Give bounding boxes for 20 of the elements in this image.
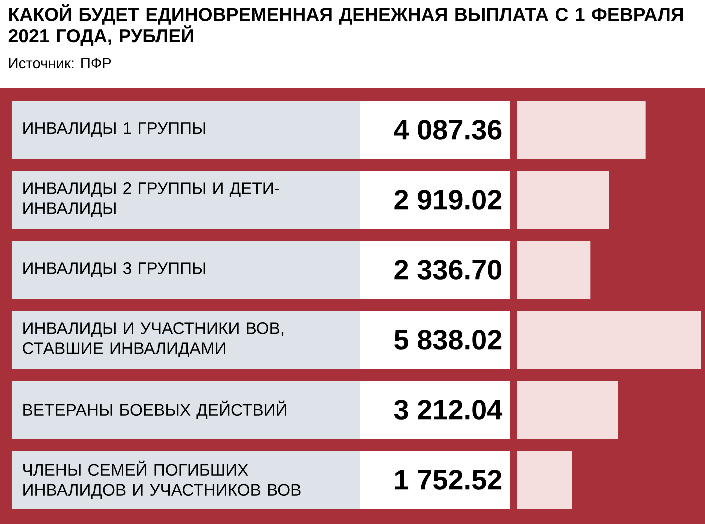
text: Источник: ПФР xyxy=(9,58,112,69)
bar xyxy=(517,311,702,370)
y-tick-label: ИНВАЛИДЫ 3 ГРУППЫ xyxy=(24,262,206,278)
y-tick-label: ЧЛЕНЫ СЕМЕЙ ПОГИБШИХ ИНВАЛИДОВ И УЧАСТНИКОВ ВОВ xyxy=(24,460,301,500)
y-tick-label: ИНВАЛИДЫ И УЧАСТНИКИ ВОВ, СТАВШИЕ ИНВАЛИДАМИ xyxy=(23,322,284,358)
data-label: 5 838.02 xyxy=(394,330,502,350)
data-label: 2 919.02 xyxy=(394,190,502,210)
text: КАКОЙ БУДЕТ ЕДИНОВРЕМЕННАЯ ДЕНЕЖНАЯ ВЫПЛАТА С 1 ФЕВРАЛЯ 2021 ГОДА, РУБЛЕЙ xyxy=(8,4,684,46)
bar xyxy=(517,381,618,440)
data-label: 1 752.52 xyxy=(396,470,502,490)
y-tick-label: ВЕТЕРАНЫ БОЕВЫХ ДЕЙСТВИЙ xyxy=(24,400,286,420)
data-label: 3 212.04 xyxy=(394,400,503,420)
data-label: 4 087.36 xyxy=(394,120,502,140)
y-tick-label: ИНВАЛИДЫ 2 ГРУППЫ И ДЕТИ-ИНВАЛИДЫ xyxy=(24,182,280,218)
bar xyxy=(517,171,610,229)
data-label: 2 336.70 xyxy=(394,260,502,280)
bar xyxy=(517,241,591,300)
y-tick-label: ИНВАЛИДЫ 1 ГРУППЫ xyxy=(24,122,206,138)
bar xyxy=(517,101,646,160)
bar xyxy=(517,451,572,510)
